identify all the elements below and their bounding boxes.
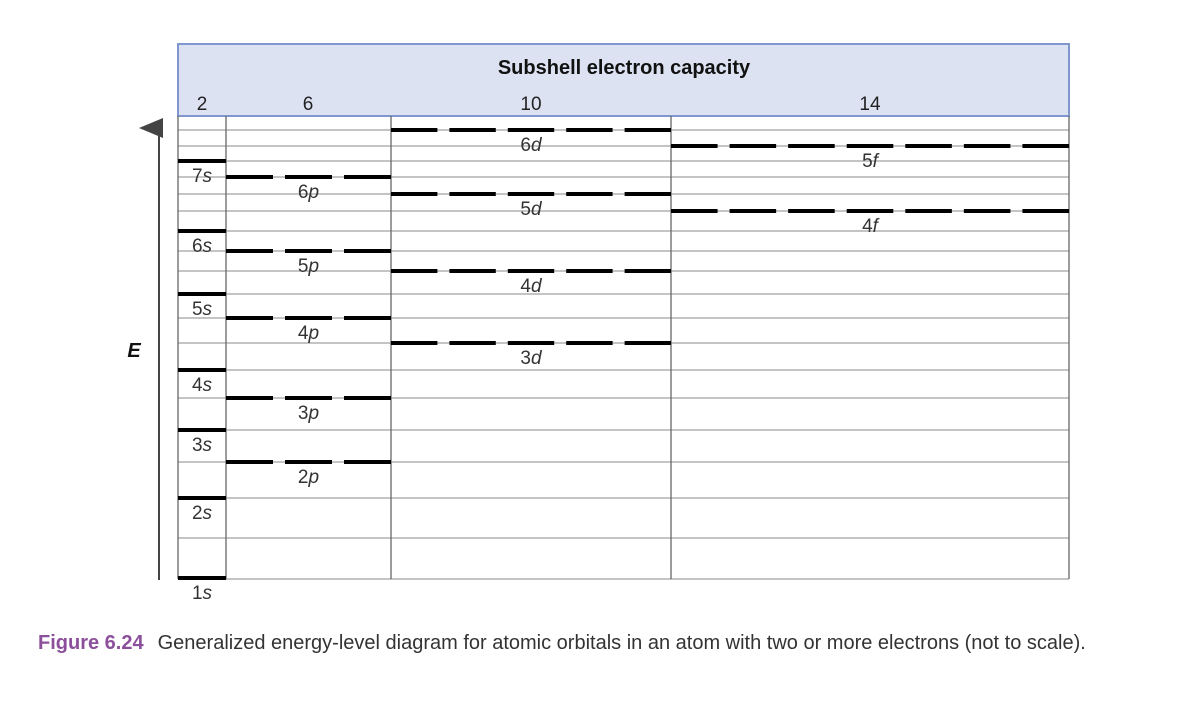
figure-number: Figure 6.24 (38, 632, 144, 654)
level-label-3s: 3s (192, 435, 213, 456)
level-label-5d: 5d (520, 199, 543, 220)
level-label-7s: 7s (192, 166, 213, 187)
level-4d: 4d (391, 269, 671, 297)
energy-axis-label: E (127, 340, 141, 362)
header-title: Subshell electron capacity (498, 57, 751, 79)
capacity-f: 14 (859, 94, 881, 115)
energy-level-diagram: Subshell electron capacity 2 6 10 14 1s 2… (127, 43, 1070, 604)
level-5s: 5s (178, 292, 226, 320)
level-6s: 6s (178, 229, 226, 257)
level-3d: 3d (391, 341, 671, 369)
level-label-6p: 6p (298, 182, 319, 203)
level-label-3d: 3d (520, 348, 543, 369)
caption-text: Generalized energy-level diagram for ato… (157, 632, 1086, 654)
level-4f: 4f (671, 209, 1069, 237)
level-label-1s: 1s (192, 583, 213, 604)
level-label-5s: 5s (192, 299, 213, 320)
level-label-2p: 2p (298, 467, 319, 488)
level-6d: 6d (391, 128, 671, 156)
level-3s: 3s (178, 428, 226, 456)
level-5p: 5p (226, 249, 391, 277)
level-label-6s: 6s (192, 236, 213, 257)
level-label-3p: 3p (298, 403, 319, 424)
capacity-d: 10 (520, 94, 541, 115)
level-5f: 5f (671, 144, 1069, 172)
level-label-5p: 5p (298, 256, 319, 277)
header-band (177, 43, 1070, 117)
level-label-4p: 4p (298, 323, 319, 344)
level-4p: 4p (226, 316, 391, 344)
level-label-5f: 5f (862, 151, 880, 172)
level-label-2s: 2s (192, 503, 213, 524)
level-5d: 5d (391, 192, 671, 220)
level-2p: 2p (226, 460, 391, 488)
capacity-p: 6 (303, 94, 314, 115)
energy-levels: 1s 2s 3s 4s 5s 6s 7s 2p 3p 4p 5p 6p 3d 4d 5d 6d 4f 5f (178, 128, 1069, 604)
level-label-6d: 6d (520, 135, 543, 156)
level-6p: 6p (226, 175, 391, 203)
level-label-4f: 4f (862, 216, 880, 237)
figure-caption: Figure 6.24 Generalized energy-level diag… (38, 631, 1148, 656)
level-2s: 2s (178, 496, 226, 524)
level-1s: 1s (178, 576, 226, 604)
capacity-s: 2 (197, 94, 208, 115)
level-label-4d: 4d (520, 276, 543, 297)
level-3p: 3p (226, 396, 391, 424)
level-7s: 7s (178, 159, 226, 187)
level-4s: 4s (178, 368, 226, 396)
level-label-4s: 4s (192, 375, 213, 396)
